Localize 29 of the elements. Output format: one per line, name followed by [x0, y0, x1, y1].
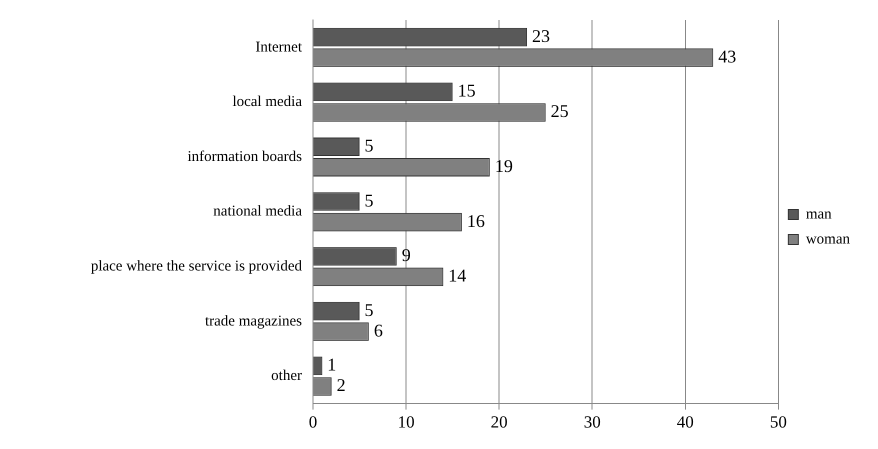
data-label: 5: [364, 190, 374, 210]
y-tick-label: information boards: [187, 148, 302, 165]
y-tick-label: national media: [213, 204, 302, 220]
data-label: 14: [448, 266, 466, 286]
data-label: 19: [494, 156, 513, 176]
y-tick-label: trade magazines: [204, 313, 302, 330]
data-label: 43: [718, 46, 736, 66]
data-label: 9: [402, 245, 411, 266]
y-tick-label: place where the service is provided: [90, 258, 302, 275]
x-tick-label: 30: [584, 412, 601, 432]
data-label: 15: [458, 80, 476, 101]
legend-label: man: [806, 206, 832, 222]
data-label: 23: [532, 26, 550, 46]
x-tick-label: 50: [770, 412, 787, 432]
data-label: 1: [327, 354, 336, 375]
x-tick-label: 0: [308, 412, 318, 432]
legend-label: woman: [806, 231, 850, 248]
data-label: 25: [550, 101, 569, 122]
y-tick-label: Internet: [255, 39, 303, 56]
y-tick-label: other: [271, 368, 302, 384]
x-tick-label: 40: [676, 412, 694, 432]
data-label: 5: [364, 135, 374, 156]
data-label: 6: [374, 320, 383, 340]
y-tick-label: local media: [232, 94, 302, 110]
data-label: 5: [364, 300, 374, 320]
x-tick-label: 10: [398, 412, 415, 432]
x-tick-label: 20: [490, 412, 508, 432]
data-label: 2: [336, 375, 346, 396]
data-label: 16: [466, 210, 485, 231]
